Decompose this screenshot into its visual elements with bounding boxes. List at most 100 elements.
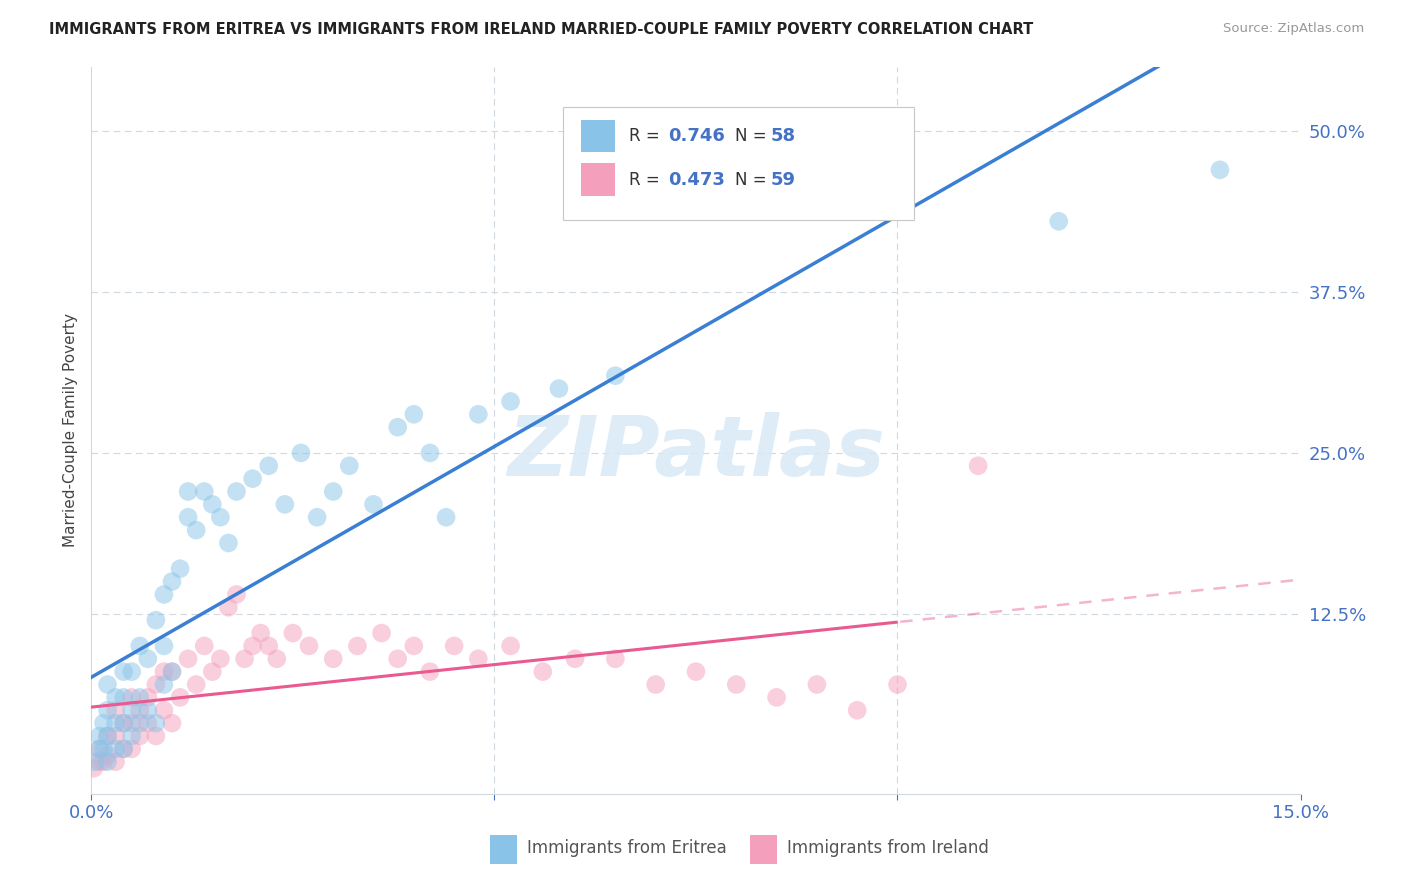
Point [266, 652, 288, 666]
Point [104, 755, 127, 769]
Point [644, 677, 666, 691]
Point [217, 600, 239, 615]
Point [128, 639, 150, 653]
Point [725, 677, 748, 691]
Point [160, 665, 183, 679]
Point [242, 639, 264, 653]
Bar [751, 835, 778, 864]
Text: 0.473: 0.473 [668, 170, 725, 188]
Point [467, 407, 489, 421]
Point [96, 748, 118, 763]
Point [96, 729, 118, 743]
Point [233, 652, 256, 666]
Point [153, 677, 176, 691]
Point [186, 677, 208, 691]
Point [112, 690, 135, 705]
Point [121, 703, 143, 717]
Point [685, 665, 707, 679]
Text: Immigrants from Eritrea: Immigrants from Eritrea [527, 839, 727, 857]
Point [201, 497, 224, 511]
Point [112, 742, 135, 756]
Point [846, 703, 869, 717]
Point [89, 755, 111, 769]
Point [201, 665, 224, 679]
Point [765, 690, 787, 705]
Point [136, 716, 159, 731]
Text: 58: 58 [770, 127, 796, 145]
Text: R =: R = [630, 127, 665, 145]
Point [499, 394, 522, 409]
Point [93, 716, 115, 731]
Point [145, 677, 167, 691]
Point [1047, 214, 1070, 228]
Point [290, 446, 312, 460]
Y-axis label: Married-Couple Family Poverty: Married-Couple Family Poverty [62, 313, 77, 548]
Text: N =: N = [735, 170, 772, 188]
Point [217, 536, 239, 550]
Point [322, 652, 344, 666]
Point [104, 742, 127, 756]
Point [564, 652, 586, 666]
Point [307, 510, 329, 524]
Point [387, 652, 409, 666]
Point [402, 639, 425, 653]
Point [605, 652, 627, 666]
Point [89, 729, 111, 743]
Point [467, 652, 489, 666]
Point [128, 716, 150, 731]
Point [193, 639, 215, 653]
Point [145, 729, 167, 743]
Point [257, 458, 280, 473]
Point [84, 755, 107, 769]
Point [322, 484, 344, 499]
Point [160, 716, 183, 731]
Point [193, 484, 215, 499]
Point [112, 665, 135, 679]
Point [160, 665, 183, 679]
Point [225, 484, 247, 499]
Point [93, 742, 115, 756]
Text: IMMIGRANTS FROM ERITREA VS IMMIGRANTS FROM IRELAND MARRIED-COUPLE FAMILY POVERTY: IMMIGRANTS FROM ERITREA VS IMMIGRANTS FR… [49, 22, 1033, 37]
Text: 0.746: 0.746 [668, 127, 725, 145]
Point [298, 639, 321, 653]
Point [121, 716, 143, 731]
Point [177, 510, 200, 524]
Point [177, 652, 200, 666]
Point [96, 703, 118, 717]
Point [363, 497, 385, 511]
Point [337, 458, 360, 473]
Point [128, 703, 150, 717]
Point [128, 729, 150, 743]
Point [605, 368, 627, 383]
Point [443, 639, 465, 653]
Point [1209, 162, 1232, 177]
Point [121, 690, 143, 705]
Point [136, 703, 159, 717]
Point [121, 729, 143, 743]
Point [112, 742, 135, 756]
Point [96, 677, 118, 691]
Point [499, 639, 522, 653]
Point [257, 639, 280, 653]
Point [242, 472, 264, 486]
Point [387, 420, 409, 434]
Point [274, 497, 297, 511]
Point [370, 626, 392, 640]
Point [136, 652, 159, 666]
Point [419, 446, 441, 460]
Point [89, 742, 111, 756]
Point [128, 690, 150, 705]
Point [160, 574, 183, 589]
Point [225, 587, 247, 601]
Text: N =: N = [735, 127, 772, 145]
Point [136, 690, 159, 705]
Point [145, 613, 167, 627]
Point [112, 716, 135, 731]
Point [89, 742, 111, 756]
Point [177, 484, 200, 499]
Point [434, 510, 457, 524]
Point [419, 665, 441, 679]
Point [346, 639, 368, 653]
Point [112, 716, 135, 731]
Point [153, 639, 176, 653]
